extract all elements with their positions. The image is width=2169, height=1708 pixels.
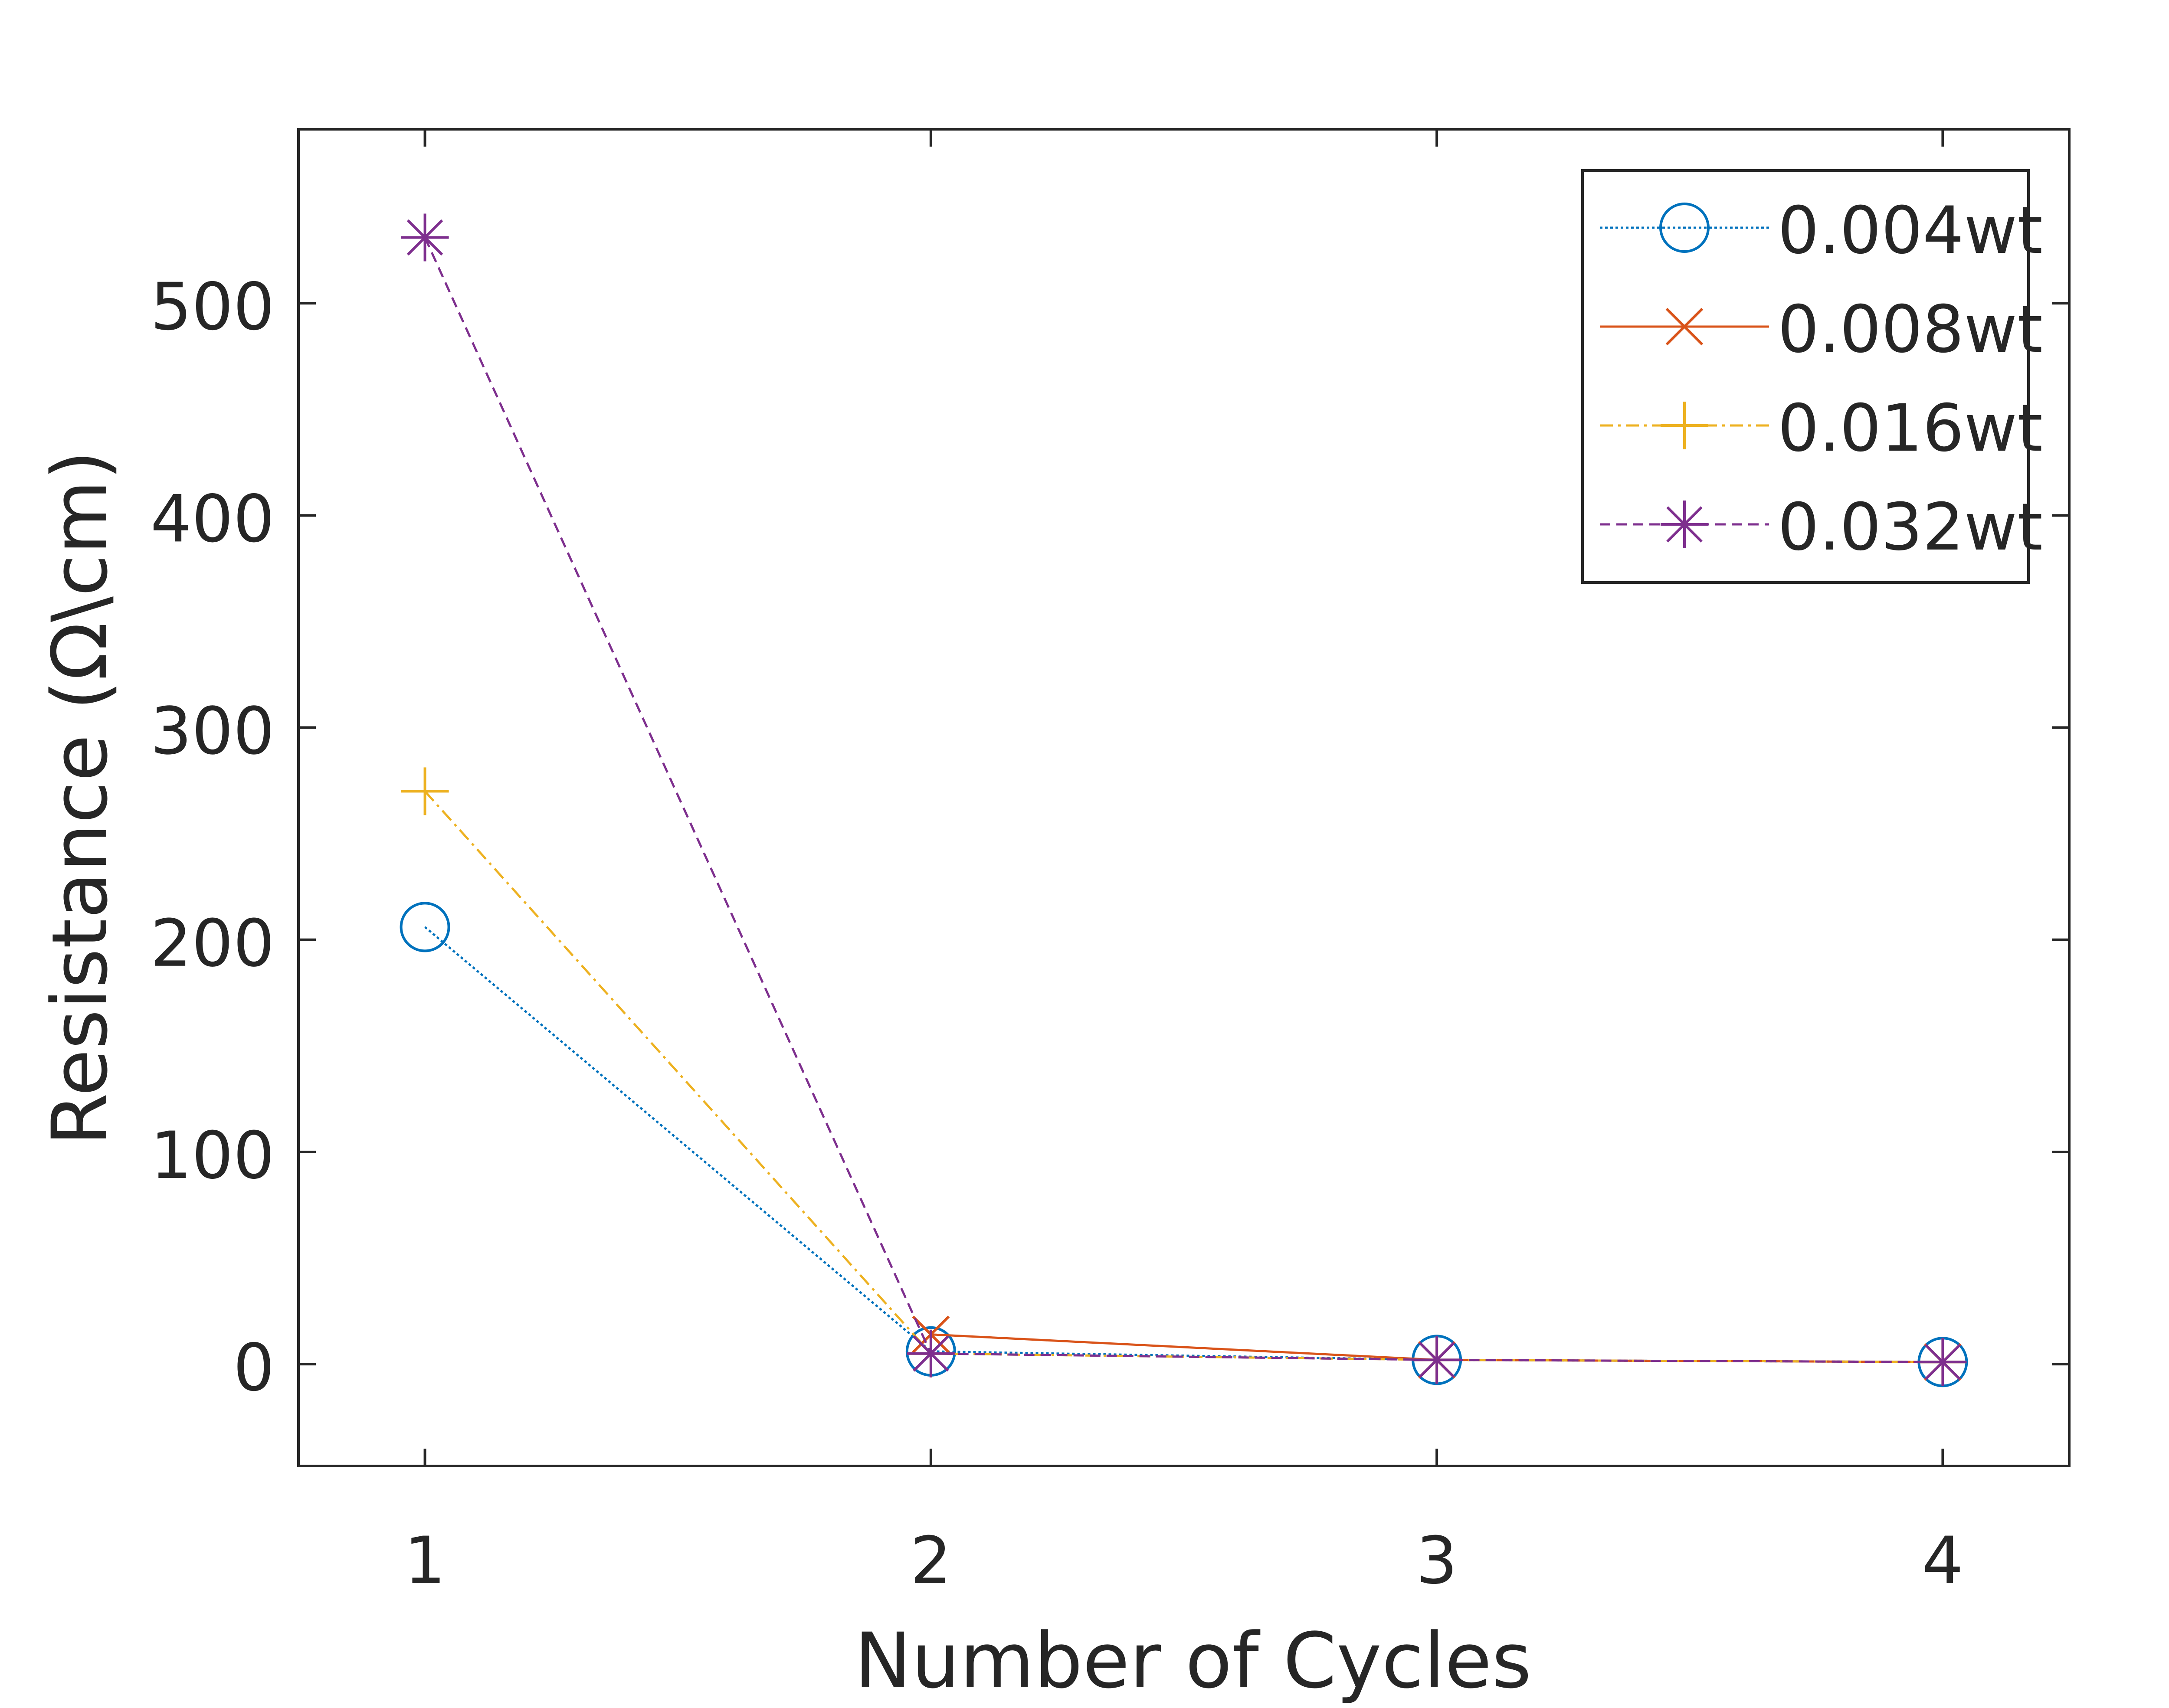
legend-label: 0.016wt <box>1778 391 2043 466</box>
data-point-plus <box>401 767 449 815</box>
data-point-asterisk <box>907 1329 955 1378</box>
x-tick-label: 1 <box>404 1523 446 1599</box>
plot-area <box>297 128 2071 1467</box>
x-tick-label: 2 <box>910 1523 951 1599</box>
legend-box <box>1581 169 2030 584</box>
legend-item: 0.032wt <box>1600 490 2043 565</box>
data-point-circle <box>400 902 450 952</box>
y-tick-label: 100 <box>151 1118 275 1194</box>
series-0.032wt <box>401 213 1967 1386</box>
legend-label: 0.008wt <box>1778 292 2043 367</box>
y-axis: 0 100 200 300 400 500 <box>151 269 2069 1406</box>
legend-label: 0.032wt <box>1778 490 2043 565</box>
data-point-asterisk <box>1413 1336 1461 1384</box>
y-tick-label: 400 <box>151 481 275 557</box>
x-axis: 1 2 3 4 <box>404 129 1963 1599</box>
x-tick-label: 3 <box>1416 1523 1457 1599</box>
legend-marker <box>1661 501 1708 548</box>
legend-marker <box>1661 402 1708 449</box>
plot-frame <box>297 128 2071 1467</box>
y-tick-label: 200 <box>151 906 275 982</box>
x-axis-label: Number of Cycles <box>854 1616 1531 1705</box>
y-tick-label: 300 <box>151 694 275 769</box>
data-point-asterisk <box>401 213 449 262</box>
x-tick-label: 4 <box>1922 1523 1963 1599</box>
legend-item: 0.004wt <box>1600 193 2043 268</box>
legend-marker <box>1659 203 1710 253</box>
legend-label: 0.004wt <box>1778 193 2043 268</box>
y-tick-label: 500 <box>151 269 275 345</box>
y-tick-label: 0 <box>233 1330 275 1406</box>
legend-marker <box>1665 308 1704 346</box>
legend: 0.004wt 0.008wt 0.016wt 0.032wt <box>1581 169 2043 584</box>
y-axis-label: Resistance (Ω\cm) <box>36 450 125 1146</box>
data-point-asterisk <box>1919 1338 1967 1386</box>
legend-item: 0.016wt <box>1600 391 2043 466</box>
series-layer <box>400 213 1968 1387</box>
series-line <box>424 237 1943 1363</box>
legend-item: 0.008wt <box>1600 292 2043 367</box>
